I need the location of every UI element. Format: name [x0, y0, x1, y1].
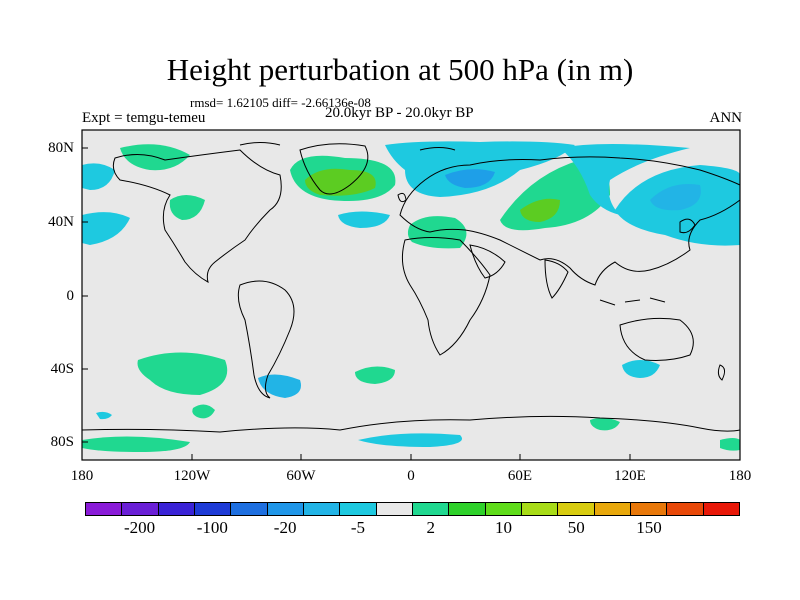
colorbar-swatch [703, 503, 739, 515]
patch-antarctic-east [720, 438, 740, 451]
lon-label-120w: 120W [173, 468, 211, 484]
patch-south-pacific-small [192, 404, 215, 419]
colorbar-label: -100 [196, 518, 228, 537]
patch-south-indian [590, 417, 620, 431]
colorbar-label: -5 [350, 518, 365, 537]
coast-antarctica [81, 415, 741, 433]
colorbar-swatch [194, 503, 232, 515]
coast-arctic-islands [239, 142, 456, 151]
colorbar-swatch [412, 503, 450, 515]
lat-label-0: 0 [66, 288, 75, 304]
colorbar-swatch [340, 503, 377, 515]
lat-label-80n: 80N [48, 140, 74, 156]
coast-new-zealand [717, 364, 726, 381]
patch-south-america-neg [258, 374, 301, 398]
colorbar-swatch [667, 503, 704, 515]
stats-text: rmsd= 1.62105 diff= -2.66136e-08 [190, 95, 371, 110]
lon-label-180e: 180 [728, 468, 752, 484]
coast-india [544, 259, 569, 299]
coast-africa [401, 237, 491, 356]
lon-label-180w: 180 [70, 468, 94, 484]
coast-indonesia [599, 297, 666, 306]
colorbar-label: 50 [567, 518, 585, 537]
patch-mediterranean [407, 216, 467, 249]
colorbar-swatch [558, 503, 595, 515]
colorbar-label: 10 [494, 518, 512, 537]
patch-antarctic-pacific [82, 436, 190, 452]
patch-alaska-neg [82, 163, 115, 190]
colorbar-label: -20 [273, 518, 297, 537]
patch-pacific-west-neg [82, 212, 130, 245]
patch-ne-asia-core [650, 184, 701, 211]
patch-south-atlantic [355, 366, 395, 384]
patch-north-pacific [120, 144, 190, 171]
experiment-label: Expt = temgu-temeu [82, 110, 206, 126]
colorbar [85, 502, 740, 516]
period-label: 20.0kyr BP - 20.0kyr BP [325, 105, 474, 121]
coast-arabia [469, 244, 506, 279]
patch-mid-atlantic-neg [338, 211, 390, 228]
plot-title: Height perturbation at 500 hPa (in m) [166, 52, 634, 87]
patch-south-pacific [137, 352, 228, 395]
coast-uk [397, 192, 407, 203]
colorbar-swatch [485, 503, 522, 515]
patch-north-america [169, 195, 205, 220]
colorbar-swatch [594, 503, 631, 515]
lon-label-0: 0 [407, 468, 415, 484]
colorbar-swatch [267, 503, 304, 515]
colorbar-label: 2 [426, 518, 435, 537]
axis-ticks [81, 147, 741, 460]
patch-siberia-neg [560, 144, 690, 215]
season-label: ANN [709, 110, 743, 126]
colorbar-swatch [122, 503, 159, 515]
lon-label-60w: 60W [286, 468, 316, 484]
coast-greenland [299, 143, 369, 195]
colorbar-swatch [158, 503, 195, 515]
lat-label-40s: 40S [50, 361, 74, 377]
lat-label-80s: 80S [50, 434, 74, 450]
patch-antarctic-atlantic-neg [358, 433, 462, 447]
lon-label-120e: 120E [614, 468, 646, 484]
colorbar-label: -200 [123, 518, 156, 537]
coast-south-america [237, 280, 295, 399]
patch-greenland-core [305, 168, 376, 196]
colorbar-swatch [449, 503, 486, 515]
colorbar-swatch [521, 503, 559, 515]
coast-japan [679, 218, 696, 234]
anomaly-patches [82, 141, 740, 452]
coast-north-america [112, 149, 282, 283]
coast-australia [619, 317, 694, 361]
lon-label-60e: 60E [507, 468, 533, 484]
patch-central-asia-core [520, 198, 560, 222]
colorbar-swatch [86, 503, 123, 515]
colorbar-swatch [231, 503, 268, 515]
colorbar-swatch [303, 503, 341, 515]
patch-australia-south-neg [622, 360, 660, 378]
colorbar-swatch [630, 503, 668, 515]
patch-arctic-neg [385, 141, 575, 197]
patch-south-pacific-neg [96, 411, 112, 420]
colorbar-swatch [376, 503, 413, 515]
colorbar-label: 150 [636, 518, 662, 537]
coast-eurasia [399, 156, 741, 286]
lat-label-40n: 40N [48, 214, 74, 230]
patch-arctic-core [445, 169, 495, 188]
coastlines [81, 142, 741, 433]
